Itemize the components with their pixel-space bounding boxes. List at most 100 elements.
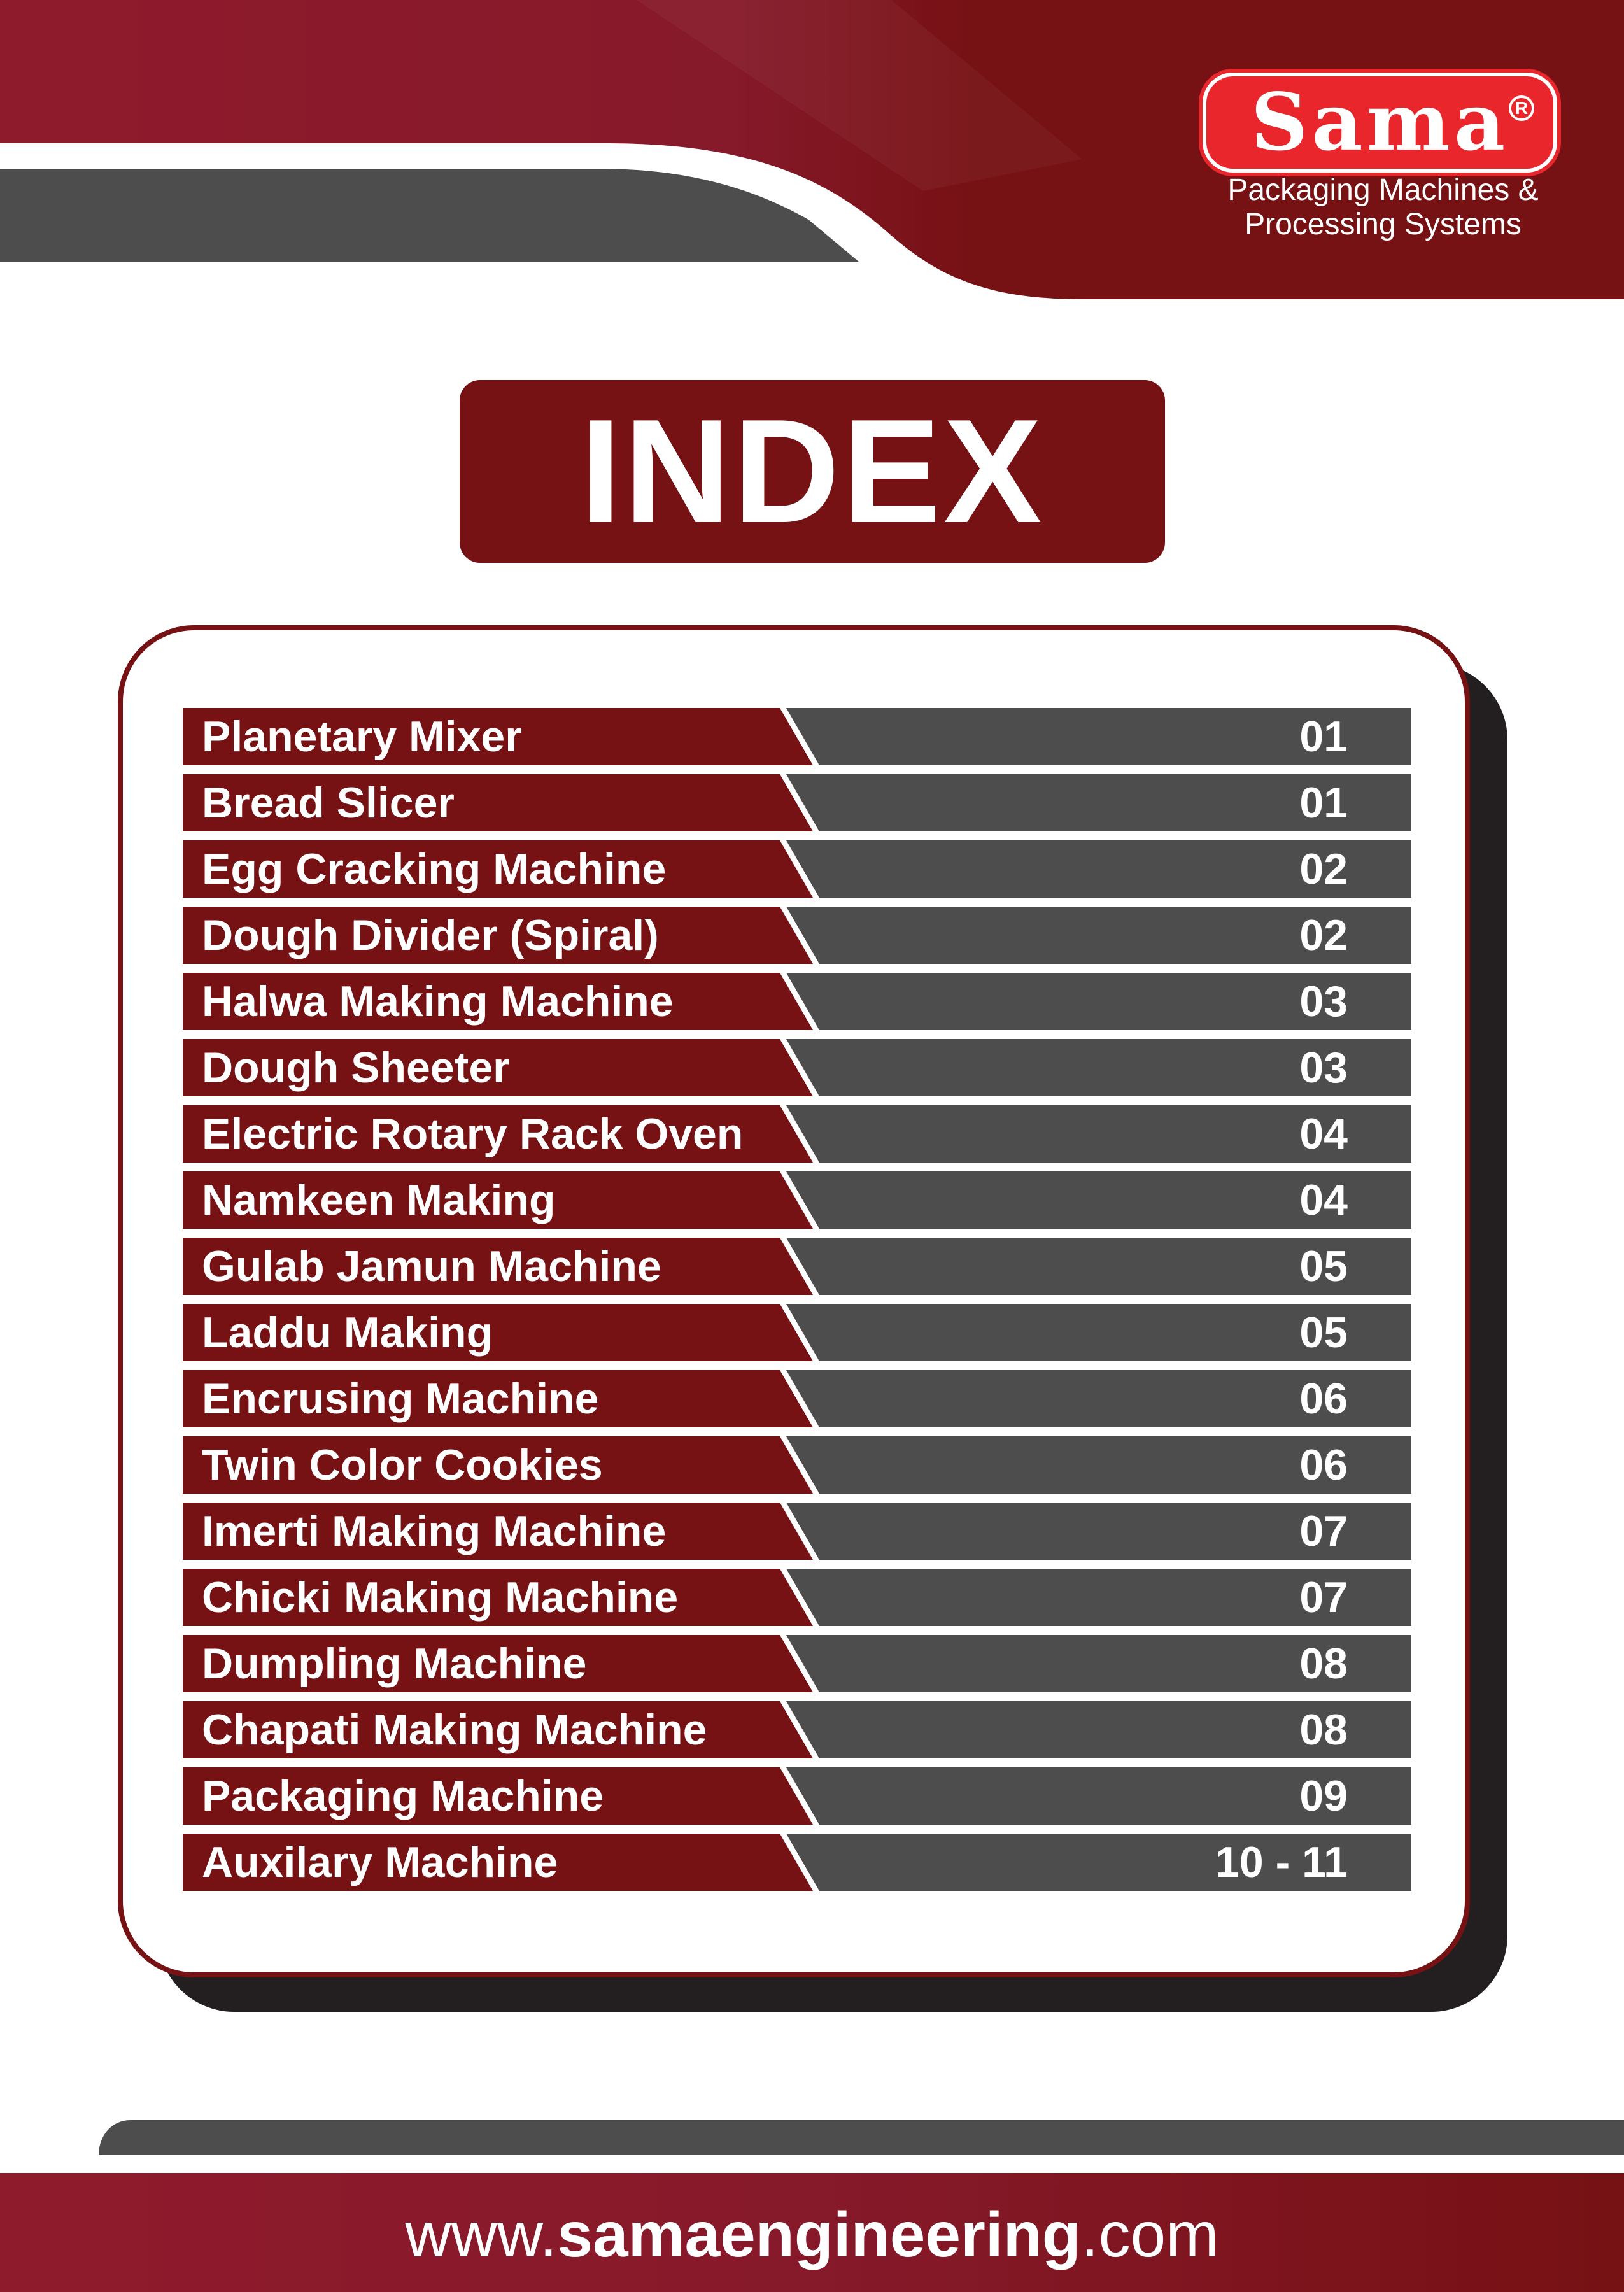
- row-label: Dough Sheeter: [202, 1043, 510, 1092]
- index-row[interactable]: Chicki Making Machine 07: [183, 1569, 1411, 1626]
- header-decoration: [0, 0, 1624, 306]
- row-label: Dumpling Machine: [202, 1639, 587, 1688]
- website-prefix: www.: [405, 2199, 558, 2270]
- header-grey-band: [0, 169, 859, 262]
- row-page-band: [786, 1834, 1411, 1891]
- index-row[interactable]: Dumpling Machine 08: [183, 1635, 1411, 1692]
- index-row[interactable]: Planetary Mixer 01: [183, 708, 1411, 765]
- row-label: Gulab Jamun Machine: [202, 1242, 661, 1291]
- index-row[interactable]: Dough Sheeter 03: [183, 1039, 1411, 1096]
- row-page-number: 04: [1299, 1176, 1348, 1224]
- index-row[interactable]: Gulab Jamun Machine 05: [183, 1238, 1411, 1295]
- index-row[interactable]: Twin Color Cookies 06: [183, 1436, 1411, 1494]
- index-row[interactable]: Chapati Making Machine 08: [183, 1701, 1411, 1758]
- row-page-number: 07: [1299, 1507, 1348, 1555]
- row-page-band: [786, 1039, 1411, 1096]
- row-label: Auxilary Machine: [202, 1838, 558, 1886]
- row-label: Imerti Making Machine: [202, 1507, 667, 1555]
- row-page-band: [786, 1370, 1411, 1427]
- row-label: Chicki Making Machine: [202, 1573, 679, 1622]
- registered-mark-icon: R: [1509, 96, 1534, 121]
- row-page-band: [786, 1304, 1411, 1361]
- row-label: Twin Color Cookies: [202, 1441, 603, 1489]
- row-page-band: [786, 907, 1411, 964]
- row-title-band: [183, 1105, 813, 1163]
- index-row[interactable]: Auxilary Machine 10 - 11: [183, 1834, 1411, 1891]
- row-page-number: 09: [1299, 1772, 1348, 1820]
- header-maroon-band: [0, 0, 1624, 299]
- row-title-band: [183, 1171, 813, 1229]
- row-page-band: [786, 1569, 1411, 1626]
- row-label: Laddu Making: [202, 1308, 493, 1357]
- row-page-band: [786, 1503, 1411, 1560]
- index-banner: INDEX: [460, 380, 1165, 563]
- tagline-line-2: Processing Systems: [1245, 208, 1522, 241]
- website-url[interactable]: www.samaengineering.com: [0, 2190, 1624, 2279]
- page-title: INDEX: [580, 388, 1045, 554]
- index-row[interactable]: Bread Slicer 01: [183, 774, 1411, 831]
- row-page-band: [786, 1701, 1411, 1758]
- row-page-band: [786, 708, 1411, 765]
- index-row[interactable]: Electric Rotary Rack Oven 04: [183, 1105, 1411, 1163]
- header-sheen: [637, 0, 1082, 191]
- index-row[interactable]: Imerti Making Machine 07: [183, 1503, 1411, 1560]
- row-title-band: [183, 1238, 813, 1295]
- row-page-band: [786, 774, 1411, 831]
- index-row[interactable]: Encrusing Machine 06: [183, 1370, 1411, 1427]
- logo-text: Sama: [1250, 76, 1509, 169]
- website-domain: samaengineering: [557, 2199, 1081, 2270]
- row-title-band: [183, 774, 813, 831]
- row-label: Bread Slicer: [202, 779, 455, 827]
- row-label: Planetary Mixer: [202, 712, 522, 761]
- row-title-band: [183, 1039, 813, 1096]
- row-page-number: 08: [1299, 1706, 1348, 1754]
- row-page-number: 01: [1299, 779, 1348, 827]
- row-title-band: [183, 1834, 813, 1891]
- row-title-band: [183, 1304, 813, 1361]
- index-row[interactable]: Egg Cracking Machine 02: [183, 840, 1411, 898]
- row-page-band: [786, 1238, 1411, 1295]
- index-row[interactable]: Halwa Making Machine 03: [183, 973, 1411, 1030]
- row-page-number: 08: [1299, 1639, 1348, 1688]
- row-page-number: 03: [1299, 977, 1348, 1026]
- row-title-band: [183, 973, 813, 1030]
- row-label: Electric Rotary Rack Oven: [202, 1110, 744, 1158]
- row-page-number: 01: [1299, 712, 1348, 761]
- row-page-band: [786, 973, 1411, 1030]
- row-title-band: [183, 907, 813, 964]
- row-label: Egg Cracking Machine: [202, 845, 667, 893]
- row-page-band: [786, 1767, 1411, 1825]
- row-title-band: [183, 708, 813, 765]
- row-page-number: 10 - 11: [1215, 1838, 1348, 1886]
- row-label: Dough Divider (Spiral): [202, 911, 659, 959]
- row-title-band: [183, 1370, 813, 1427]
- row-title-band: [183, 1701, 813, 1758]
- index-row[interactable]: Namkeen Making 04: [183, 1171, 1411, 1229]
- row-page-band: [786, 1635, 1411, 1692]
- row-page-number: 06: [1299, 1375, 1348, 1423]
- row-page-number: 06: [1299, 1441, 1348, 1489]
- tagline-line-1: Packaging Machines &: [1227, 173, 1539, 207]
- index-row[interactable]: Dough Divider (Spiral) 02: [183, 907, 1411, 964]
- row-page-band: [786, 1436, 1411, 1494]
- row-title-band: [183, 1767, 813, 1825]
- row-page-number: 02: [1299, 845, 1348, 893]
- row-title-band: [183, 1635, 813, 1692]
- row-page-number: 07: [1299, 1573, 1348, 1622]
- row-page-band: [786, 840, 1411, 898]
- row-label: Namkeen Making: [202, 1176, 556, 1224]
- row-label: Halwa Making Machine: [202, 977, 674, 1026]
- row-page-number: 04: [1299, 1110, 1348, 1158]
- row-page-number: 05: [1299, 1308, 1348, 1357]
- footer-grey-band: [99, 2120, 1624, 2155]
- index-row[interactable]: Laddu Making 05: [183, 1304, 1411, 1361]
- row-title-band: [183, 840, 813, 898]
- row-page-number: 05: [1299, 1242, 1348, 1291]
- index-row[interactable]: Packaging Machine 09: [183, 1767, 1411, 1825]
- row-label: Packaging Machine: [202, 1772, 604, 1820]
- row-label: Encrusing Machine: [202, 1375, 599, 1423]
- row-page-number: 02: [1299, 911, 1348, 959]
- row-title-band: [183, 1569, 813, 1626]
- website-suffix: .com: [1080, 2199, 1219, 2270]
- row-page-band: [786, 1171, 1411, 1229]
